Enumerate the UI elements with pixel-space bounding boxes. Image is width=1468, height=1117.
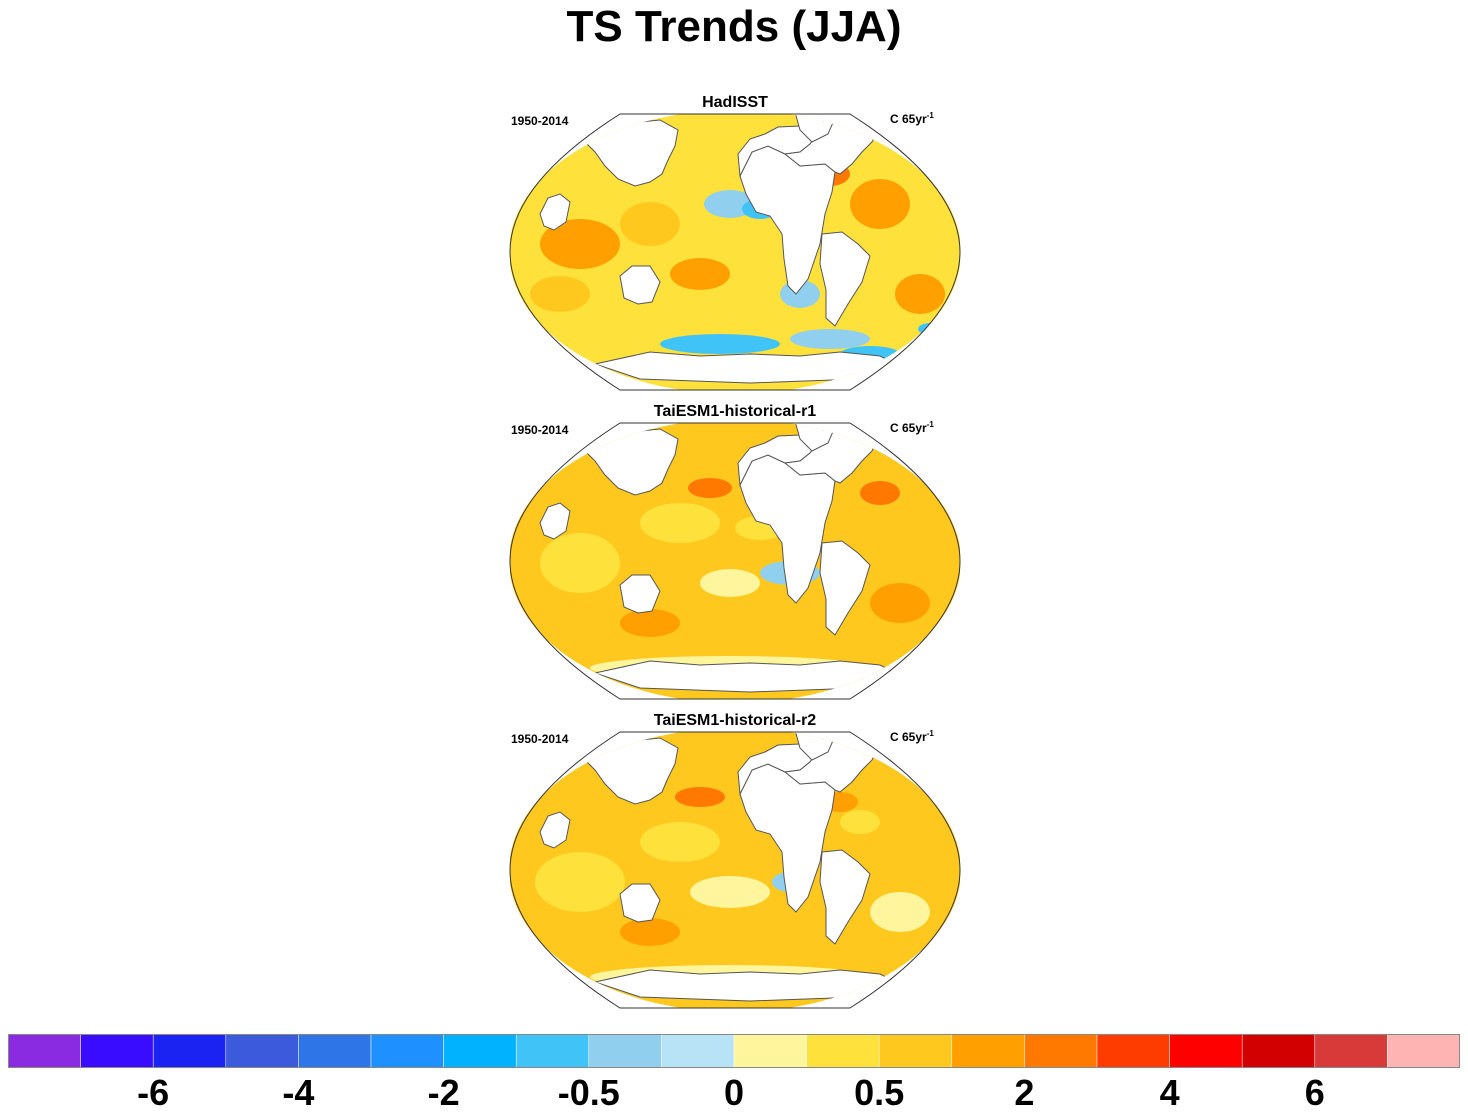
colorbar-swatch bbox=[515, 1034, 590, 1068]
trend-region bbox=[850, 179, 910, 229]
period-label: 1950-2014 bbox=[511, 114, 569, 128]
land-samerica bbox=[819, 849, 871, 945]
trend-region bbox=[620, 609, 680, 637]
panel-title: TaiESM1-historical-r2 bbox=[653, 712, 817, 729]
trend-region bbox=[640, 503, 720, 543]
colorbar-swatch bbox=[1169, 1034, 1243, 1068]
world-map-r1 bbox=[509, 422, 961, 700]
units-label: C 65yr-1 bbox=[890, 420, 934, 435]
colorbar-swatch bbox=[951, 1034, 1025, 1068]
period-label: 1950-2014 bbox=[511, 732, 569, 746]
world-map-r2 bbox=[509, 731, 961, 1009]
period-label: 1950-2014 bbox=[511, 423, 569, 437]
colorbar-swatch bbox=[8, 1034, 81, 1068]
units-label: C 65yr-1 bbox=[890, 729, 934, 744]
trend-region bbox=[840, 810, 880, 834]
colorbar-tick-label: 6 bbox=[1304, 1072, 1325, 1113]
land-seasia bbox=[539, 811, 571, 849]
figure-title: TS Trends (JJA) bbox=[566, 2, 902, 51]
land-seasia bbox=[539, 193, 571, 231]
trend-region bbox=[530, 276, 590, 312]
trend-region bbox=[620, 918, 680, 946]
trend-region bbox=[860, 481, 900, 505]
map-panel-r2: TaiESM1-historical-r2 1950-2014 C 65yr-1 bbox=[500, 712, 970, 1012]
map-frame bbox=[509, 731, 961, 1009]
colorbar-swatch bbox=[588, 1034, 662, 1068]
colorbar-swatch bbox=[370, 1034, 444, 1068]
colorbar-swatch bbox=[878, 1034, 953, 1068]
trend-region bbox=[688, 478, 732, 498]
colorbar-tick-label: -6 bbox=[137, 1072, 170, 1113]
colorbar-swatch bbox=[661, 1034, 735, 1068]
colorbar-tick-label: 2 bbox=[1014, 1072, 1035, 1113]
map-frame bbox=[509, 422, 961, 700]
panel-title: TaiESM1-historical-r1 bbox=[653, 403, 817, 420]
trend-region bbox=[640, 822, 720, 862]
colorbar bbox=[8, 1034, 1460, 1068]
colorbar-tick-label: -0.5 bbox=[557, 1072, 620, 1113]
trend-region bbox=[690, 876, 770, 908]
colorbar-tick-label: -2 bbox=[427, 1072, 460, 1113]
colorbar-swatch bbox=[225, 1034, 299, 1068]
land-australia bbox=[619, 883, 661, 923]
trend-region bbox=[670, 258, 730, 290]
colorbar-swatch bbox=[1241, 1034, 1316, 1068]
colorbar-swatch bbox=[443, 1034, 517, 1068]
land-samerica bbox=[819, 540, 871, 636]
colorbar-swatch bbox=[1387, 1034, 1460, 1068]
land-namerica bbox=[584, 737, 679, 805]
colorbar-swatch bbox=[806, 1034, 880, 1068]
trend-region bbox=[700, 569, 760, 597]
colorbar-tick-label: 4 bbox=[1159, 1072, 1180, 1113]
trend-region bbox=[870, 583, 930, 623]
world-map-hadisst bbox=[509, 113, 961, 391]
colorbar-swatch bbox=[298, 1034, 372, 1068]
trend-region bbox=[540, 533, 620, 593]
panel-title: HadISST bbox=[702, 94, 768, 111]
colorbar-tick-label: 0.5 bbox=[854, 1072, 905, 1113]
trend-region bbox=[540, 219, 620, 269]
trend-region bbox=[870, 892, 930, 932]
colorbar-swatch bbox=[152, 1034, 227, 1068]
land-namerica bbox=[584, 119, 679, 187]
trend-region bbox=[660, 334, 780, 354]
trend-region bbox=[620, 202, 680, 246]
colorbar-swatch bbox=[733, 1034, 807, 1068]
colorbar-tick-label: 0 bbox=[723, 1072, 745, 1113]
colorbar-swatch bbox=[1096, 1034, 1170, 1068]
trend-region bbox=[675, 787, 725, 807]
land-samerica bbox=[819, 231, 871, 327]
colorbar-border bbox=[8, 1034, 1460, 1068]
colorbar-swatch bbox=[1024, 1034, 1098, 1068]
land-antarctica bbox=[593, 969, 902, 1002]
trend-region bbox=[895, 274, 945, 314]
colorbar-tick-label: -4 bbox=[282, 1072, 315, 1113]
map-panel-r1: TaiESM1-historical-r1 1950-2014 C 65yr-1 bbox=[500, 403, 970, 703]
map-panel-hadisst: HadISST 1950-2014 C 65yr-1 bbox=[500, 94, 970, 394]
colorbar-swatch bbox=[1314, 1034, 1388, 1068]
land-namerica bbox=[584, 428, 679, 496]
map-frame bbox=[509, 113, 961, 391]
units-label: C 65yr-1 bbox=[890, 111, 934, 126]
land-antarctica bbox=[593, 351, 902, 384]
trend-region bbox=[535, 852, 625, 912]
land-antarctica bbox=[593, 660, 902, 693]
land-australia bbox=[619, 265, 661, 305]
trend-region bbox=[790, 329, 870, 349]
land-australia bbox=[619, 574, 661, 614]
colorbar-swatch bbox=[80, 1034, 154, 1068]
land-seasia bbox=[539, 502, 571, 540]
